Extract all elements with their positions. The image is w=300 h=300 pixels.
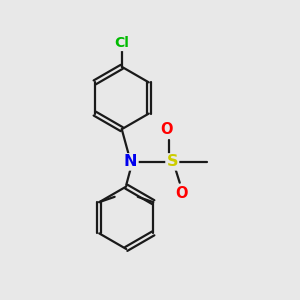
Text: O: O [175,186,188,201]
Text: Cl: Cl [114,36,129,50]
Text: S: S [167,154,178,169]
Text: N: N [124,154,137,169]
Text: O: O [160,122,172,137]
